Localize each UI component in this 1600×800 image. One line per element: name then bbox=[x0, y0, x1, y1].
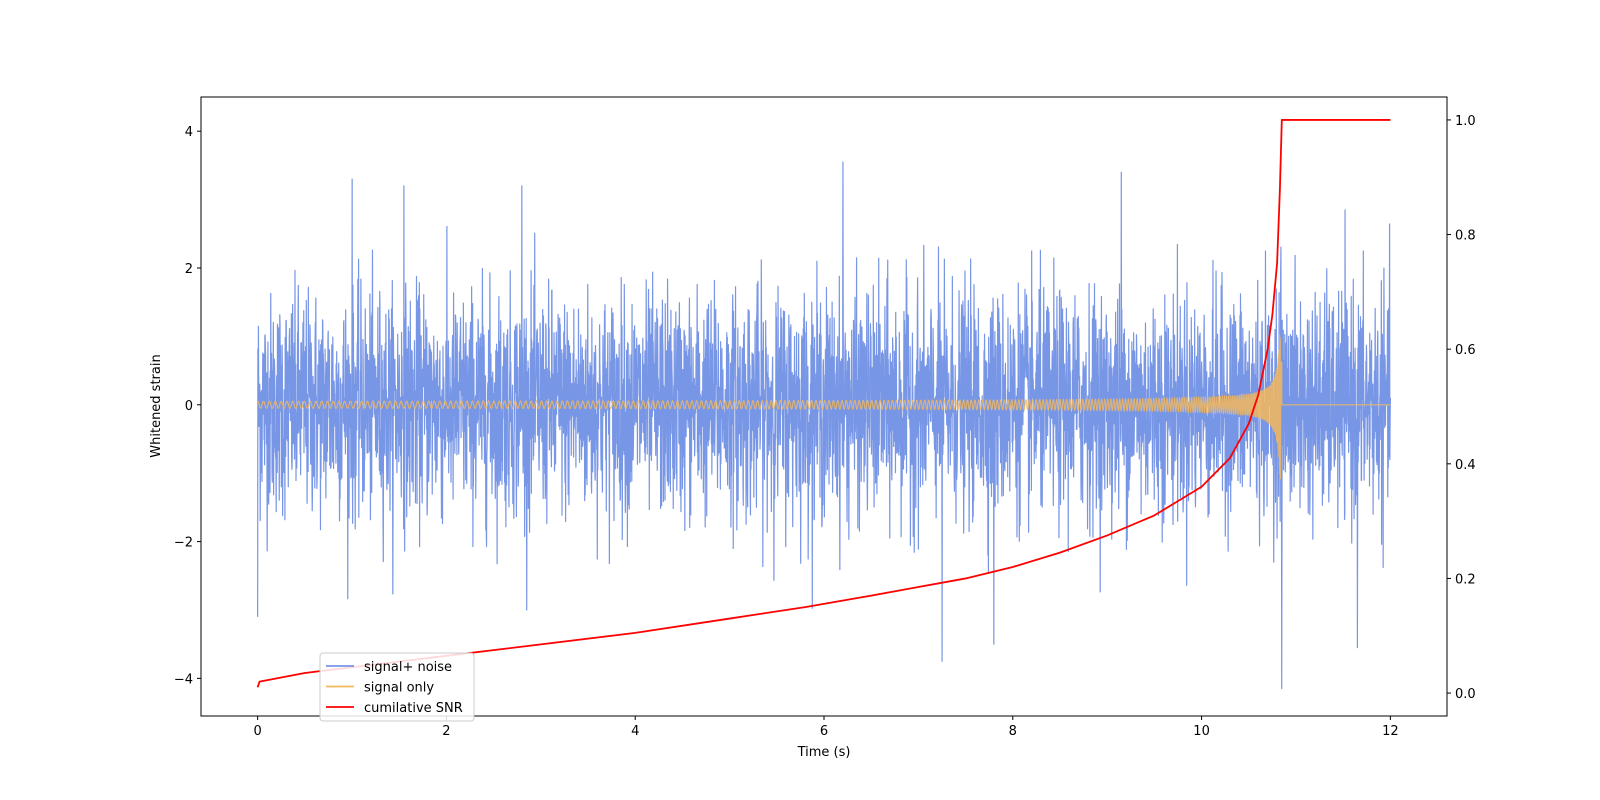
x-tick-label: 0 bbox=[253, 724, 261, 739]
series-layer bbox=[256, 119, 1391, 690]
legend-label: cumilative SNR bbox=[364, 701, 463, 716]
y-tick-label: 0 bbox=[185, 399, 193, 414]
series-line-signal-only bbox=[257, 334, 1391, 480]
plot-area bbox=[200, 96, 1448, 717]
legend: signal+ noise signal only cumilative SNR bbox=[319, 652, 475, 722]
y-right-tick-label: 1.0 bbox=[1455, 114, 1476, 129]
y-tick-label: −4 bbox=[174, 672, 193, 687]
y-tick-label: 4 bbox=[185, 125, 193, 140]
x-axis-label: Time (s) bbox=[797, 745, 851, 760]
y-right-tick-label: 0.6 bbox=[1455, 343, 1476, 358]
x-tick-label: 8 bbox=[1009, 724, 1017, 739]
legend-label: signal only bbox=[364, 681, 434, 696]
y-right-tick-label: 0.0 bbox=[1455, 687, 1476, 702]
x-tick-label: 4 bbox=[631, 724, 639, 739]
y-right-tick-label: 0.8 bbox=[1455, 229, 1476, 244]
legend-box bbox=[319, 652, 475, 722]
y-tick-label: −2 bbox=[174, 536, 193, 551]
legend-label: signal+ noise bbox=[364, 660, 452, 675]
y-right-tick-label: 0.2 bbox=[1455, 572, 1476, 587]
x-tick-label: 10 bbox=[1193, 724, 1210, 739]
y-axis-label: Whitened strain bbox=[149, 354, 164, 457]
x-tick-label: 12 bbox=[1382, 724, 1399, 739]
y-axis-left: −4 −2 0 2 4 bbox=[174, 125, 201, 687]
y-tick-label: 2 bbox=[185, 262, 193, 277]
x-tick-label: 6 bbox=[820, 724, 828, 739]
x-tick-label: 2 bbox=[442, 724, 450, 739]
y-axis-right: 0.0 0.2 0.4 0.6 0.8 1.0 bbox=[1447, 114, 1476, 702]
y-right-tick-label: 0.4 bbox=[1455, 458, 1476, 473]
series-line-signal-noise bbox=[257, 161, 1391, 690]
